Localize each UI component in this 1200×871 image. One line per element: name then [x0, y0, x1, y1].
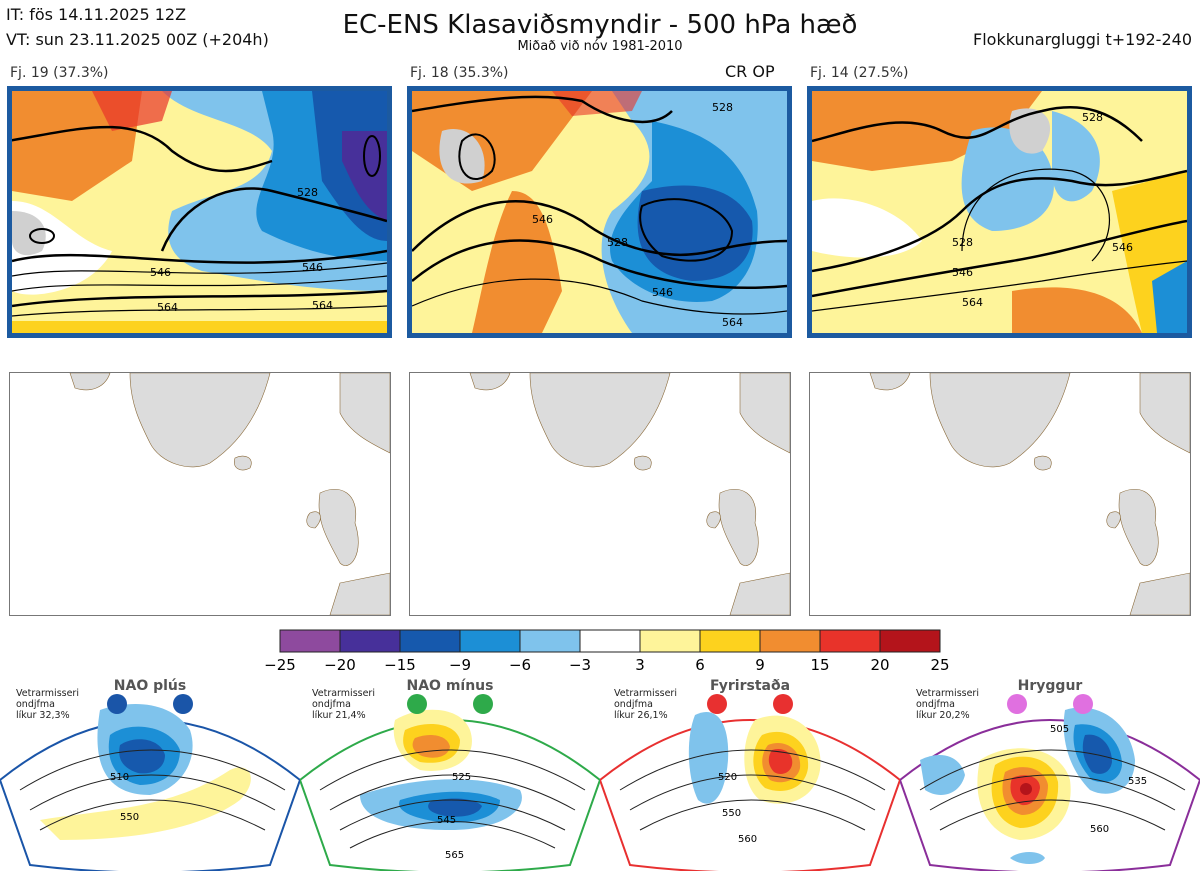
colorbar-tick-label: −25	[265, 656, 296, 674]
colorbar-tick-label: 20	[870, 656, 889, 674]
regime-contour-label: 550	[120, 812, 139, 823]
contour-label: 564	[962, 296, 983, 309]
contour-label: 528	[607, 236, 628, 249]
contour-label: 546	[1112, 241, 1133, 254]
base-map-3	[809, 372, 1191, 616]
contour-label: 528	[712, 101, 733, 114]
regime-type: ondjfma	[614, 699, 653, 710]
regime-info: Vetrarmisseri ondjfma líkur 20,2%	[916, 688, 979, 721]
regime-probability: líkur 32,3%	[16, 710, 70, 721]
regime-marker	[473, 694, 493, 714]
base-map-2	[409, 372, 791, 616]
regime-marker	[707, 694, 727, 714]
colorbar-tick-label: −3	[569, 656, 591, 674]
regime-season: Vetrarmisseri	[312, 688, 375, 699]
regime-ridge: 505 535 560	[900, 680, 1200, 871]
cluster-1-label: Fj. 19 (37.3%)	[10, 65, 109, 81]
contour-label: 546	[532, 213, 553, 226]
regime-probability: líkur 20,2%	[916, 710, 970, 721]
cluster-3-map: 528 528 546 564 546	[807, 86, 1192, 338]
regime-probability: líkur 26,1%	[614, 710, 668, 721]
regime-name: Hryggur	[1017, 678, 1083, 694]
regime-contour-label: 560	[738, 834, 757, 845]
classification-window: Flokkunargluggi t+192-240	[973, 30, 1192, 49]
contour-label: 564	[312, 299, 333, 312]
cluster-2-map: 546 528 528 546 564	[407, 86, 792, 338]
colorbar-tick-label: −6	[509, 656, 531, 674]
regime-season: Vetrarmisseri	[916, 688, 979, 699]
regime-contour-label: 535	[1128, 776, 1147, 787]
contour-label: 546	[302, 261, 323, 274]
colorbar-segment	[519, 629, 581, 653]
contour-label: 564	[722, 316, 743, 329]
chart-subtitle: Miðað við nóv 1981-2010	[517, 39, 683, 54]
contour-label: 564	[157, 301, 178, 314]
regime-contour-label: 520	[718, 772, 737, 783]
regime-marker	[173, 694, 193, 714]
colorbar-tick-label: −20	[324, 656, 356, 674]
regime-contour-label: 565	[445, 850, 464, 861]
regime-type: ondjfma	[916, 699, 955, 710]
contour-label: 546	[652, 286, 673, 299]
colorbar-tick-label: −15	[384, 656, 416, 674]
regime-season: Vetrarmisseri	[16, 688, 79, 699]
init-time: IT: fös 14.11.2025 12Z	[6, 5, 187, 24]
regime-blocking: 520 550 560	[600, 680, 900, 871]
regime-marker	[107, 694, 127, 714]
regime-contour-label: 550	[722, 808, 741, 819]
contour-label: 528	[297, 186, 318, 199]
regime-type: ondjfma	[16, 699, 55, 710]
colorbar-tick-label: 9	[755, 656, 765, 674]
regime-contour-label: 510	[110, 772, 129, 783]
colorbar-segment	[819, 629, 881, 653]
colorbar-tick-label: 6	[695, 656, 705, 674]
colorbar-segment	[399, 629, 461, 653]
regime-name: NAO mínus	[406, 678, 494, 694]
regime-name: NAO plús	[113, 678, 187, 694]
colorbar-tick-label: 15	[810, 656, 829, 674]
colorbar-segment	[339, 629, 401, 653]
regime-marker	[1007, 694, 1027, 714]
regime-probability: líkur 21,4%	[312, 710, 366, 721]
colorbar-segment	[699, 629, 761, 653]
regime-info: Vetrarmisseri ondjfma líkur 26,1%	[614, 688, 677, 721]
valid-time: VT: sun 23.11.2025 00Z (+204h)	[6, 30, 269, 49]
regime-nao-minus: 525 545 565	[300, 680, 600, 871]
base-map-1	[9, 372, 391, 616]
colorbar-segment	[639, 629, 701, 653]
colorbar-segment	[579, 629, 641, 653]
regime-contour-label: 560	[1090, 824, 1109, 835]
colorbar-segment	[459, 629, 521, 653]
regime-marker	[407, 694, 427, 714]
regime-season: Vetrarmisseri	[614, 688, 677, 699]
regime-contour-label: 545	[437, 815, 456, 826]
colorbar: −25 −20 −15 −9 −6 −3 3 6 9 15 20 25	[265, 629, 950, 674]
regime-marker	[773, 694, 793, 714]
control-operational-tag: CR OP	[725, 62, 775, 81]
regime-contour-label: 525	[452, 772, 471, 783]
regime-type: ondjfma	[312, 699, 351, 710]
colorbar-tick-label: 25	[930, 656, 949, 674]
contour-label: 528	[1082, 111, 1103, 124]
cluster-2-label: Fj. 18 (35.3%)	[410, 65, 509, 81]
chart-title: EC-ENS Klasaviðsmyndir - 500 hPa hæð	[342, 10, 858, 40]
colorbar-segment	[759, 629, 821, 653]
cluster-3-label: Fj. 14 (27.5%)	[810, 65, 909, 81]
contour-label: 528	[952, 236, 973, 249]
regime-contour-label: 505	[1050, 724, 1069, 735]
colorbar-tick-label: 3	[635, 656, 645, 674]
cluster-1-map: 528 546 546 564 564	[7, 86, 392, 338]
contour-label: 546	[150, 266, 171, 279]
regime-info: Vetrarmisseri ondjfma líkur 32,3%	[16, 688, 79, 721]
regime-info: Vetrarmisseri ondjfma líkur 21,4%	[312, 688, 375, 721]
colorbar-tick-label: −9	[449, 656, 471, 674]
contour-label: 546	[952, 266, 973, 279]
colorbar-segment	[279, 629, 341, 653]
colorbar-segment	[879, 629, 941, 653]
regime-name: Fyrirstaða	[709, 678, 791, 694]
regime-marker	[1073, 694, 1093, 714]
